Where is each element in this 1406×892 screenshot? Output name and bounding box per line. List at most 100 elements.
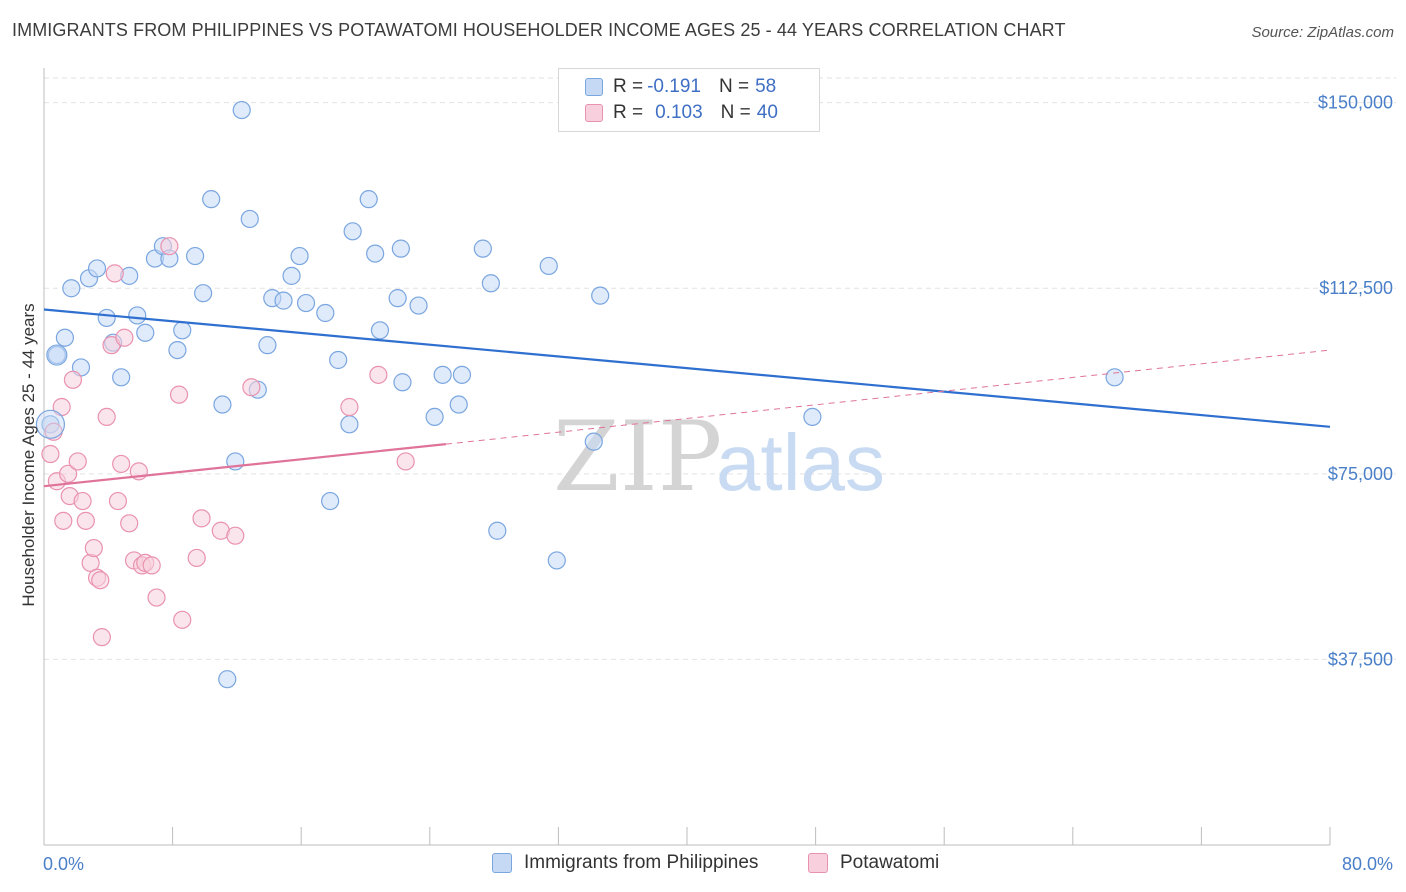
- data-point-philippines: [194, 284, 213, 303]
- data-point-potawatomi: [173, 610, 192, 629]
- legend-row-potawatomi: R = 0.103 N = 40: [585, 100, 778, 126]
- data-point-philippines: [584, 432, 603, 451]
- points-layer: [35, 100, 1124, 689]
- data-point-philippines: [359, 190, 378, 209]
- data-point-philippines-cluster: [35, 409, 66, 439]
- legend-n-label: N =: [718, 76, 750, 97]
- data-point-potawatomi: [242, 378, 261, 397]
- bottom-legend-philippines: Immigrants from Philippines: [492, 852, 758, 874]
- watermark-zip: ZIP: [553, 401, 722, 513]
- data-point-potawatomi: [41, 444, 60, 464]
- data-point-philippines: [591, 286, 610, 305]
- legend-r-value: 0.103: [655, 102, 703, 123]
- bottom-legend-potawatomi: Potawatomi: [808, 852, 939, 874]
- data-point-philippines: [213, 395, 232, 414]
- data-point-philippines: [388, 289, 407, 308]
- data-point-potawatomi: [76, 511, 95, 530]
- data-point-philippines: [168, 340, 187, 360]
- source-label: Source: ZipAtlas.com: [1251, 24, 1394, 41]
- data-point-philippines: [449, 395, 468, 414]
- data-point-philippines: [343, 222, 362, 241]
- data-point-potawatomi: [369, 365, 388, 384]
- x-tick-label-start: 0.0%: [43, 854, 84, 874]
- data-point-philippines-cluster: [46, 344, 68, 366]
- bottom-legend-swatch-blue: [492, 853, 512, 873]
- data-point-philippines: [97, 308, 116, 328]
- trend-line-potawatomi-extension: [445, 349, 1331, 445]
- legend-n-label: N =: [720, 102, 751, 123]
- y-axis-label: Householder Income Ages 25 - 44 years: [19, 303, 38, 606]
- data-point-philippines: [452, 365, 472, 384]
- bottom-legend-label: Immigrants from Philippines: [524, 852, 759, 873]
- data-point-potawatomi: [54, 511, 73, 530]
- data-point-philippines: [240, 209, 259, 229]
- data-point-philippines: [258, 336, 277, 355]
- data-point-philippines: [202, 190, 221, 209]
- data-point-potawatomi: [73, 491, 92, 511]
- data-point-potawatomi: [84, 538, 103, 558]
- data-point-philippines: [136, 323, 155, 342]
- data-point-philippines: [296, 293, 316, 313]
- data-point-philippines: [321, 491, 340, 511]
- data-point-philippines: [55, 328, 74, 347]
- data-point-potawatomi: [68, 452, 87, 471]
- legend-n-value: 40: [756, 102, 778, 123]
- watermark-atlas: atlas: [716, 418, 885, 507]
- data-point-potawatomi: [160, 237, 179, 256]
- data-point-potawatomi: [187, 548, 206, 568]
- data-point-potawatomi: [92, 628, 111, 647]
- data-point-philippines: [112, 368, 131, 387]
- gridlines: [44, 77, 1396, 660]
- data-point-potawatomi: [120, 514, 139, 533]
- chart-title: IMMIGRANTS FROM PHILIPPINES VS POTAWATOM…: [12, 20, 1066, 40]
- data-point-potawatomi: [59, 464, 78, 483]
- data-point-philippines: [391, 239, 410, 258]
- data-point-philippines: [393, 373, 412, 392]
- data-point-philippines: [473, 239, 492, 258]
- data-point-philippines: [290, 246, 309, 266]
- legend-swatch-blue: [585, 78, 603, 96]
- trend-line-philippines: [43, 308, 1331, 428]
- y-tick-label: $112,500: [1319, 278, 1393, 298]
- data-point-potawatomi: [108, 491, 128, 511]
- y-tick-labels: $37,500 $75,000 $112,500 $150,000: [1318, 93, 1393, 670]
- legend-row-philippines: R = -0.191 N = 58: [585, 74, 776, 100]
- legend-n-value: 58: [755, 76, 777, 97]
- trend-lines: [43, 308, 1331, 488]
- data-point-philippines: [340, 415, 359, 434]
- trend-line-potawatomi: [43, 443, 446, 488]
- data-point-philippines: [488, 521, 507, 540]
- y-tick-label: $150,000: [1318, 93, 1393, 113]
- y-tick-label: $75,000: [1328, 464, 1393, 484]
- data-point-philippines: [186, 246, 205, 266]
- data-point-philippines: [232, 100, 251, 120]
- data-point-potawatomi: [91, 571, 110, 590]
- data-point-philippines: [433, 365, 452, 384]
- data-point-philippines: [803, 407, 822, 427]
- data-point-potawatomi: [63, 370, 83, 389]
- data-point-potawatomi: [340, 397, 359, 417]
- data-point-potawatomi: [115, 328, 134, 347]
- data-point-philippines: [547, 551, 566, 570]
- data-point-philippines: [218, 670, 237, 689]
- data-point-potawatomi: [147, 588, 166, 607]
- legend-r-value: -0.191: [647, 76, 701, 97]
- bottom-legend-label: Potawatomi: [840, 852, 940, 873]
- data-point-potawatomi: [192, 509, 211, 528]
- legend-r-label: R =: [613, 102, 644, 123]
- data-point-philippines: [481, 274, 500, 293]
- data-point-philippines: [409, 296, 428, 315]
- data-point-philippines: [173, 321, 192, 340]
- data-point-philippines: [1105, 368, 1124, 387]
- data-point-potawatomi: [396, 452, 415, 471]
- data-point-philippines: [87, 259, 107, 278]
- legend-r-label: R =: [613, 76, 644, 97]
- data-point-potawatomi: [142, 556, 161, 575]
- data-point-potawatomi: [226, 526, 245, 545]
- y-tick-label: $37,500: [1328, 649, 1393, 669]
- data-point-philippines: [282, 266, 301, 285]
- data-point-philippines: [366, 244, 385, 263]
- bottom-legend: Immigrants from Philippines Potawatomi: [0, 852, 1406, 878]
- data-point-potawatomi: [112, 454, 131, 474]
